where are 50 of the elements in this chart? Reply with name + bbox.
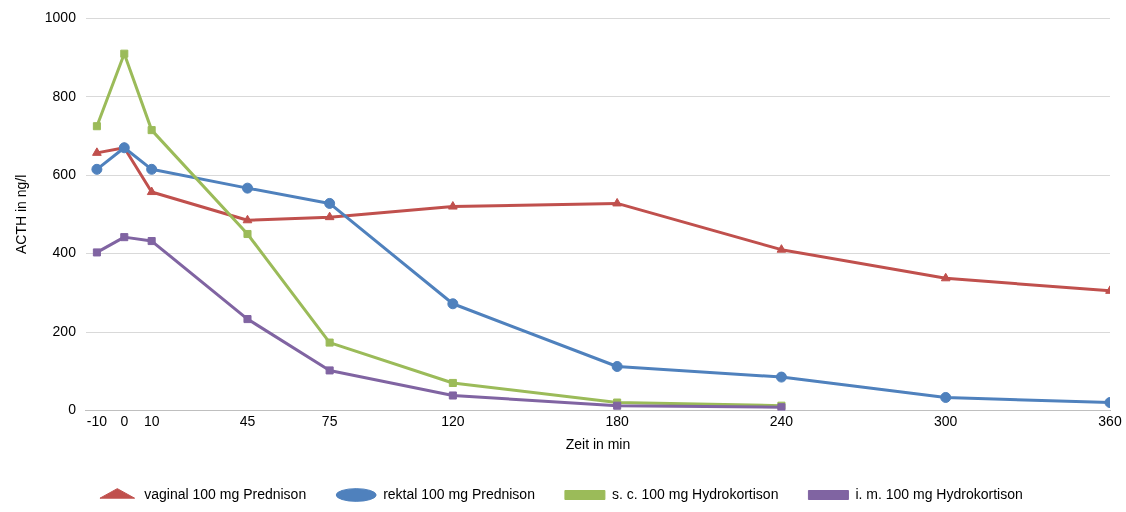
point (242, 214, 253, 224)
point (940, 272, 951, 282)
x-tick-label: 120 (441, 412, 465, 429)
point (447, 298, 459, 310)
y-tick-label: 600 (52, 166, 77, 183)
point (324, 197, 336, 209)
point (325, 338, 334, 347)
point (448, 201, 458, 210)
x-tick-label: 75 (321, 412, 338, 429)
point (146, 163, 158, 175)
x-tick-label: 45 (239, 412, 256, 429)
y-tick-label: 0 (68, 401, 77, 418)
legend-label: rektal 100 mg Prednison (383, 485, 535, 502)
legend-label: s. c. 100 mg Hydrokortison (611, 485, 779, 502)
point (448, 378, 457, 387)
x-tick-label: 0 (120, 412, 129, 429)
point (92, 248, 101, 257)
x-tick-label: 10 (143, 412, 160, 429)
y-tick-label: 200 (52, 322, 77, 339)
y-axis-title: ACTH in ng/l (13, 174, 30, 255)
point (241, 182, 253, 194)
x-tick-label: 360 (1098, 412, 1122, 429)
point (147, 126, 156, 135)
point (91, 163, 103, 175)
y-tick-label: 400 (52, 244, 77, 261)
point (324, 211, 335, 221)
point (243, 229, 252, 239)
point (243, 315, 252, 324)
point (448, 391, 457, 400)
point (776, 244, 787, 253)
point (940, 391, 952, 403)
x-tick-label: -10 (86, 412, 108, 429)
x-tick-label: 300 (934, 412, 958, 429)
legend-label: vaginal 100 mg Prednison (144, 485, 307, 502)
point (325, 366, 334, 375)
point (775, 371, 787, 383)
point (120, 49, 129, 58)
x-axis-title: Zeit in min (565, 436, 631, 453)
point (92, 147, 102, 156)
y-tick-label: 800 (52, 87, 77, 104)
x-tick-label: 180 (605, 412, 630, 429)
point (92, 122, 101, 131)
point (611, 361, 623, 372)
y-tick-label: 1000 (44, 9, 77, 26)
x-tick-label: 240 (769, 412, 794, 429)
legend-label: i. m. 100 mg Hydrokortison (855, 485, 1023, 502)
point (612, 197, 622, 207)
point (146, 186, 157, 196)
point (147, 237, 156, 246)
point (120, 233, 129, 242)
